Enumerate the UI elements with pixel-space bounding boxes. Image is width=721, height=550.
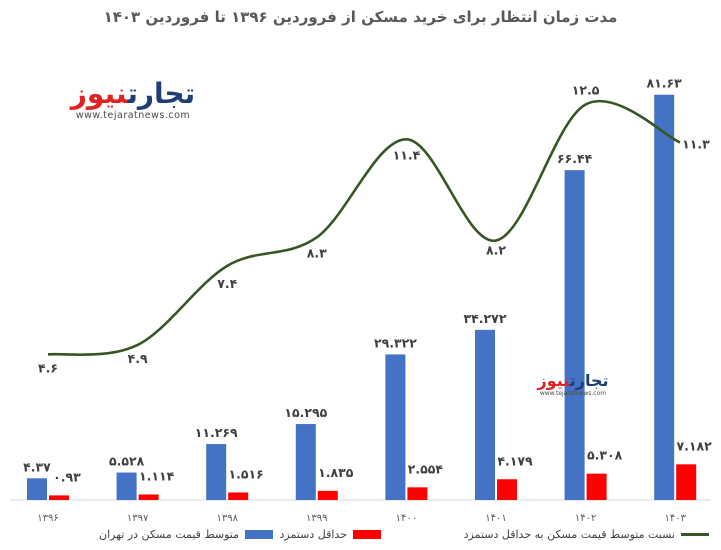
- line-ratio: [47, 100, 681, 356]
- data-label-ratio: ۸.۳: [307, 245, 327, 260]
- bar-min-wage: [676, 464, 697, 500]
- logo-accent-word: نیوز: [70, 77, 128, 110]
- data-label-house-price: ۵.۵۲۸: [109, 454, 145, 469]
- data-label-house-price: ۶۶.۴۴: [557, 151, 593, 166]
- bar-house-price: [475, 329, 495, 500]
- bar-min-wage: [497, 479, 517, 500]
- data-label-house-price: ۳۴.۲۷۲: [464, 311, 507, 326]
- watermark-logo-small: تجارتنیوز www.tejaratnews.com: [528, 371, 618, 398]
- data-label-house-price: ۸۱.۶۳: [647, 76, 683, 91]
- logo-url: www.tejaratnews.com: [75, 110, 191, 121]
- data-label-ratio: ۱۱.۳: [682, 136, 710, 151]
- legend-swatch-house-price: [245, 530, 273, 539]
- x-tick-label: ۱۴۰۲: [575, 513, 596, 524]
- legend-item-house-price: متوسط قیمت مسکن در تهران: [99, 528, 273, 541]
- chart-legend: متوسط قیمت مسکن در تهران حداقل دستمزد نس…: [0, 528, 721, 546]
- data-label-min-wage: ۰.۹۳: [53, 469, 81, 484]
- bar-min-wage: [49, 495, 69, 500]
- legend-label-min-wage: حداقل دستمزد: [279, 528, 347, 541]
- data-label-house-price: ۱۱.۲۶۹: [195, 425, 238, 440]
- x-tick-label: ۱۳۹۷: [127, 513, 149, 524]
- bar-min-wage: [407, 487, 428, 500]
- data-label-min-wage: ۱.۸۳۵: [318, 465, 354, 480]
- bar-house-price: [27, 478, 47, 500]
- x-tick-label: ۱۴۰۱: [485, 513, 506, 524]
- legend-swatch-min-wage: [353, 530, 381, 539]
- bar-house-price: [295, 424, 316, 500]
- data-label-house-price: ۱۵.۲۹۵: [284, 405, 327, 420]
- watermark-logo: تجارتنیوز www.tejaratnews.com: [68, 77, 198, 122]
- legend-item-ratio: نسبت متوسط قیمت مسکن به حداقل دستمزد: [464, 528, 709, 541]
- x-tick-label: ۱۳۹۹: [306, 513, 327, 524]
- bar-house-price: [564, 170, 585, 500]
- logo-small-word: تجارت: [569, 371, 609, 390]
- data-label-min-wage: ۲.۵۵۴: [408, 461, 444, 476]
- legend-item-min-wage: حداقل دستمزد: [280, 528, 381, 541]
- bar-house-price: [385, 354, 406, 500]
- logo-small-url: www.tejaratnews.com: [539, 390, 607, 397]
- bar-house-price: [654, 94, 675, 501]
- bar-min-wage: [586, 473, 607, 500]
- x-tick-label: ۱۴۰۳: [664, 513, 686, 524]
- legend-label-house-price: متوسط قیمت مسکن در تهران: [99, 528, 239, 541]
- bar-min-wage: [228, 492, 249, 500]
- data-label-house-price: ۲۹.۳۲۲: [374, 335, 417, 350]
- data-label-min-wage: ۱.۵۱۶: [229, 466, 264, 481]
- legend-swatch-ratio: [681, 533, 709, 536]
- bar-min-wage: [138, 494, 159, 500]
- data-label-min-wage: ۷.۱۸۲: [677, 438, 713, 453]
- chart-title: مدت زمان انتظار برای خرید مسکن از فروردی…: [103, 8, 618, 26]
- legend-label-ratio: نسبت متوسط قیمت مسکن به حداقل دستمزد: [463, 528, 675, 541]
- data-label-ratio: ۸.۲: [486, 243, 506, 258]
- data-label-house-price: ۴.۳۷: [23, 459, 51, 474]
- data-label-min-wage: ۵.۳۰۸: [587, 448, 623, 463]
- data-label-ratio: ۴.۶: [38, 360, 58, 375]
- bar-house-price: [116, 472, 137, 500]
- data-label-min-wage: ۱.۱۱۴: [139, 468, 175, 483]
- data-label-ratio: ۴.۹: [128, 351, 148, 366]
- bar-house-price: [206, 444, 227, 500]
- data-label-ratio: ۱۲.۵: [572, 82, 600, 97]
- x-tick-label: ۱۴۰۰: [396, 513, 417, 524]
- x-tick-label: ۱۳۹۶: [37, 513, 58, 524]
- logo-word: تجارت: [127, 77, 196, 110]
- data-label-ratio: ۷.۴: [217, 276, 237, 291]
- data-label-ratio: ۱۱.۴: [393, 147, 421, 162]
- bar-min-wage: [317, 490, 338, 500]
- data-label-min-wage: ۴.۱۷۹: [497, 453, 533, 468]
- x-tick-label: ۱۳۹۸: [216, 513, 238, 524]
- logo-small-accent-word: نیوز: [537, 371, 570, 390]
